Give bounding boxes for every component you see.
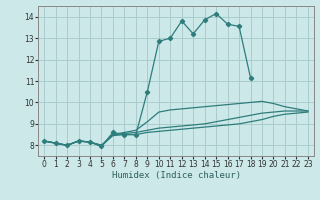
- X-axis label: Humidex (Indice chaleur): Humidex (Indice chaleur): [111, 171, 241, 180]
